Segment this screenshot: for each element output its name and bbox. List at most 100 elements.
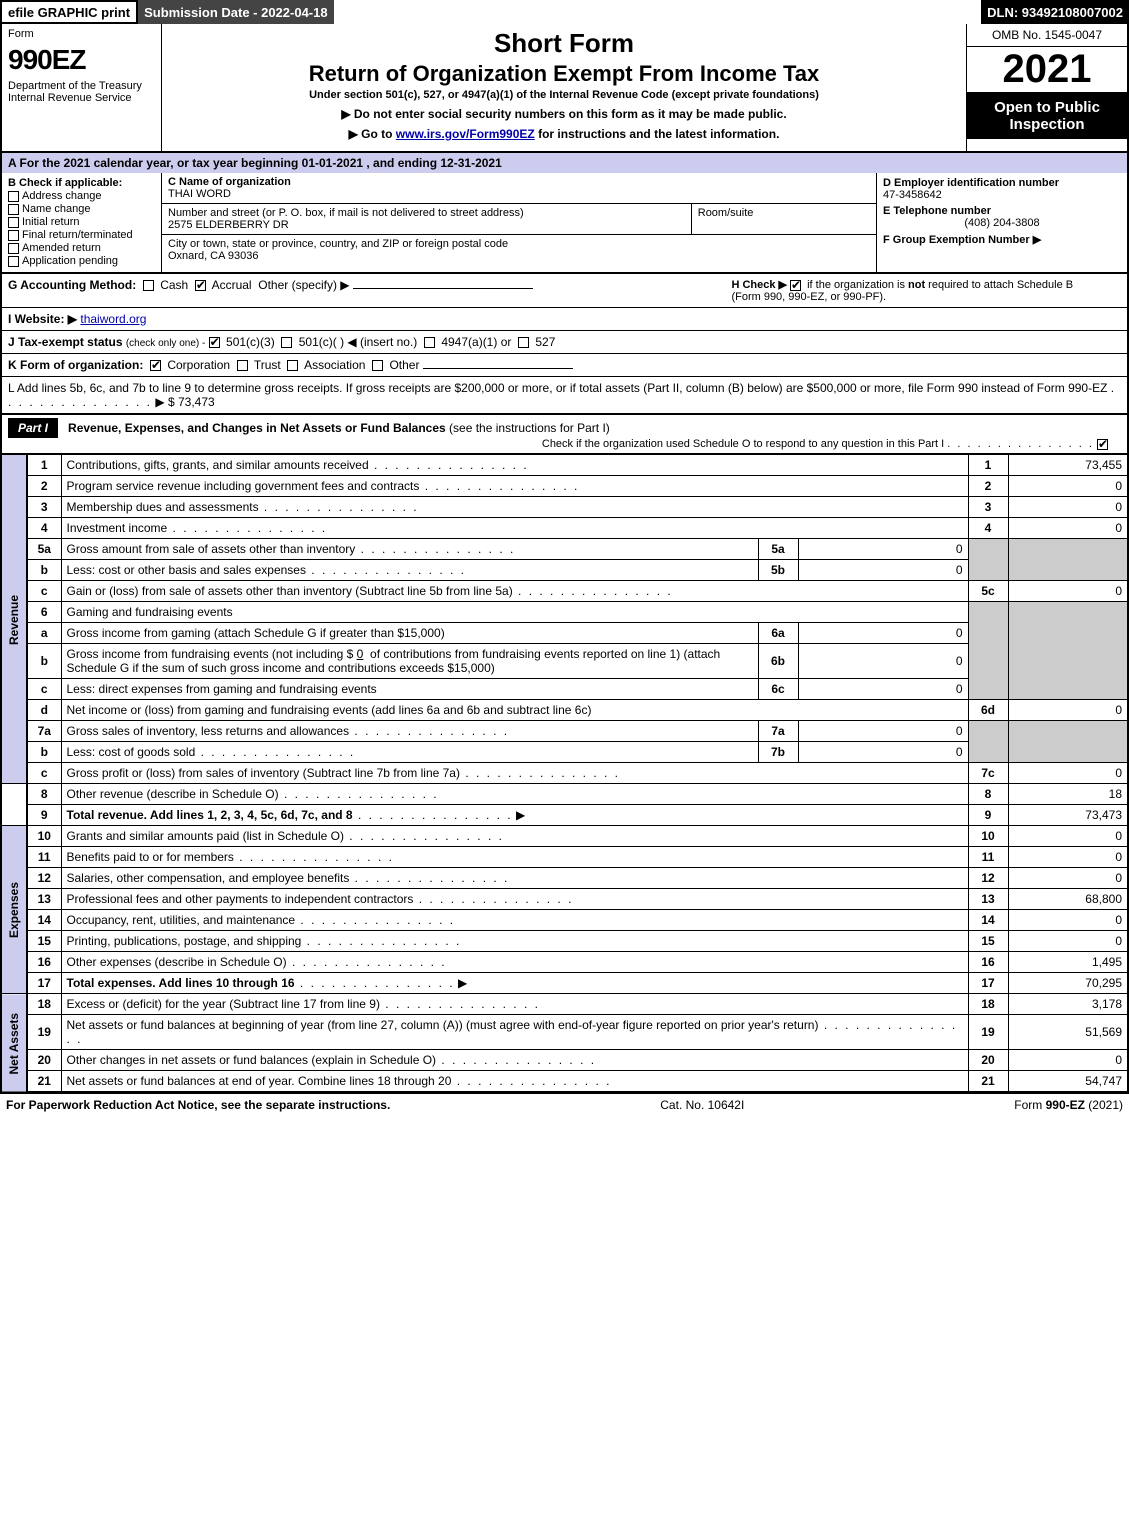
chk-other-org[interactable]	[372, 360, 383, 371]
shade-6-val	[1008, 602, 1128, 700]
line-13: 13 Professional fees and other payments …	[1, 889, 1128, 910]
org-name-label: C Name of organization	[168, 176, 291, 188]
line-4-num: 4	[968, 518, 1008, 539]
other-specify-input[interactable]	[353, 288, 533, 289]
part-i-title: Revenue, Expenses, and Changes in Net As…	[68, 421, 446, 435]
line-10: Expenses 10 Grants and similar amounts p…	[1, 826, 1128, 847]
j-label: J Tax-exempt status	[8, 335, 123, 349]
website-link[interactable]: thaiword.org	[80, 312, 146, 326]
line-6a-snum: 6a	[758, 623, 798, 644]
chk-amended-return[interactable]: Amended return	[8, 242, 155, 254]
line-9-arrow: ▶	[516, 808, 525, 822]
line-9-num: 9	[968, 805, 1008, 826]
ein-value: 47-3458642	[883, 189, 942, 201]
line-17-val: 70,295	[1008, 973, 1128, 994]
chk-association[interactable]	[287, 360, 298, 371]
chk-final-return[interactable]: Final return/terminated	[8, 229, 155, 241]
line-7b-lbl: b	[27, 742, 61, 763]
chk-cash[interactable]	[143, 280, 154, 291]
line-19: 19 Net assets or fund balances at beginn…	[1, 1015, 1128, 1050]
group-exemption-label: F Group Exemption Number ▶	[883, 234, 1041, 246]
line-6b-sval: 0	[798, 644, 968, 679]
street-value: 2575 ELDERBERRY DR	[168, 219, 289, 231]
chk-4947[interactable]	[424, 337, 435, 348]
irs-link[interactable]: www.irs.gov/Form990EZ	[396, 127, 535, 141]
line-10-val: 0	[1008, 826, 1128, 847]
line-2-num: 2	[968, 476, 1008, 497]
line-6a-sval: 0	[798, 623, 968, 644]
opt-other-org: Other	[389, 358, 419, 372]
line-14-num: 14	[968, 910, 1008, 931]
chk-address-change[interactable]: Address change	[8, 190, 155, 202]
line-17-num: 17	[968, 973, 1008, 994]
line-6b-lbl: b	[27, 644, 61, 679]
line-5c-num: 5c	[968, 581, 1008, 602]
shade-7	[968, 721, 1008, 763]
chk-initial-return[interactable]: Initial return	[8, 216, 155, 228]
line-16: 16 Other expenses (describe in Schedule …	[1, 952, 1128, 973]
line-20-num: 20	[968, 1050, 1008, 1071]
line-18-num: 18	[968, 994, 1008, 1015]
chk-accrual[interactable]	[195, 280, 206, 291]
line-19-desc: Net assets or fund balances at beginning…	[67, 1018, 819, 1032]
chk-501c3[interactable]	[209, 337, 220, 348]
section-g-accounting: G Accounting Method: Cash Accrual Other …	[8, 278, 731, 303]
line-1-desc: Contributions, gifts, grants, and simila…	[67, 458, 369, 472]
line-5b: b Less: cost or other basis and sales ex…	[1, 560, 1128, 581]
line-7b-desc: Less: cost of goods sold	[67, 745, 196, 759]
ssn-warning: ▶ Do not enter social security numbers o…	[170, 107, 958, 121]
chk-schedule-o[interactable]	[1097, 439, 1108, 450]
line-6-lbl: 6	[27, 602, 61, 623]
revenue-tab: Revenue	[1, 455, 27, 784]
chk-527[interactable]	[518, 337, 529, 348]
chk-schedule-b[interactable]	[790, 280, 801, 291]
chk-501c[interactable]	[281, 337, 292, 348]
line-21-lbl: 21	[27, 1071, 61, 1093]
line-6d-lbl: d	[27, 700, 61, 721]
line-21: 21 Net assets or fund balances at end of…	[1, 1071, 1128, 1093]
section-k-form-of-org: K Form of organization: Corporation Trus…	[0, 354, 1129, 377]
h-text3: (Form 990, 990-EZ, or 990-PF).	[731, 291, 886, 303]
efile-print-button[interactable]: efile GRAPHIC print	[0, 0, 138, 24]
line-2: 2 Program service revenue including gove…	[1, 476, 1128, 497]
accrual-label: Accrual	[212, 278, 252, 292]
line-6c-lbl: c	[27, 679, 61, 700]
line-13-lbl: 13	[27, 889, 61, 910]
line-6: 6 Gaming and fundraising events	[1, 602, 1128, 623]
line-6d: d Net income or (loss) from gaming and f…	[1, 700, 1128, 721]
section-j-tax-exempt: J Tax-exempt status (check only one) - 5…	[0, 331, 1129, 354]
j-subtext: (check only one) -	[126, 338, 205, 349]
line-11-val: 0	[1008, 847, 1128, 868]
line-1-val: 73,455	[1008, 455, 1128, 476]
section-l-gross-receipts: L Add lines 5b, 6c, and 7b to line 9 to …	[0, 377, 1129, 415]
shade-6	[968, 602, 1008, 700]
chk-name-change[interactable]: Name change	[8, 203, 155, 215]
line-5b-sval: 0	[798, 560, 968, 581]
line-11-num: 11	[968, 847, 1008, 868]
chk-corporation[interactable]	[150, 360, 161, 371]
header-left: Form 990EZ Department of the Treasury In…	[2, 24, 162, 151]
line-8-lbl: 8	[27, 784, 61, 805]
section-i-website: I Website: ▶ thaiword.org	[0, 308, 1129, 331]
line-6c-snum: 6c	[758, 679, 798, 700]
line-1: Revenue 1 Contributions, gifts, grants, …	[1, 455, 1128, 476]
line-5b-snum: 5b	[758, 560, 798, 581]
section-def: D Employer identification number 47-3458…	[877, 173, 1127, 272]
chk-trust[interactable]	[237, 360, 248, 371]
paperwork-notice: For Paperwork Reduction Act Notice, see …	[6, 1098, 390, 1112]
other-org-input[interactable]	[423, 368, 573, 369]
line-3-desc: Membership dues and assessments	[67, 500, 259, 514]
line-17-arrow: ▶	[458, 976, 467, 990]
line-6b-snum: 6b	[758, 644, 798, 679]
chk-application-pending[interactable]: Application pending	[8, 255, 155, 267]
other-specify-label: Other (specify) ▶	[258, 278, 349, 292]
lines-table: Revenue 1 Contributions, gifts, grants, …	[0, 454, 1129, 1093]
line-4-lbl: 4	[27, 518, 61, 539]
line-7b: b Less: cost of goods sold 7b 0	[1, 742, 1128, 763]
line-13-num: 13	[968, 889, 1008, 910]
line-16-val: 1,495	[1008, 952, 1128, 973]
line-20: 20 Other changes in net assets or fund b…	[1, 1050, 1128, 1071]
line-3: 3 Membership dues and assessments 3 0	[1, 497, 1128, 518]
section-c-org-info: C Name of organization THAI WORD Number …	[162, 173, 877, 272]
line-15: 15 Printing, publications, postage, and …	[1, 931, 1128, 952]
